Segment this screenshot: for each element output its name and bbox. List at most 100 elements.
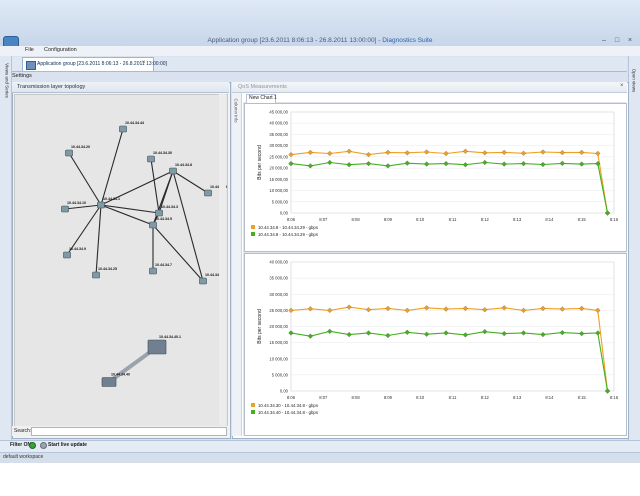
topology-node[interactable]: 10.44.34.10 [61, 201, 87, 213]
topology-node-label: 10.44.34.40.1 [159, 335, 181, 339]
chart-tab[interactable] [246, 94, 276, 103]
network-device-icon [119, 125, 127, 133]
data-point [346, 331, 352, 338]
topology-node[interactable]: 10.44.34.25 [92, 267, 118, 279]
document-tab-label: Application group [23.6.2011 8:06:13 - 2… [37, 61, 167, 67]
topology-canvas[interactable]: 10.44.34.20 10.44.34.10 10.44.34.1 10.44.34… [14, 94, 229, 427]
data-point [501, 305, 507, 311]
qos-close-icon[interactable]: × [620, 83, 624, 89]
data-point [424, 149, 430, 155]
topology-link [95, 204, 102, 276]
y-tick-label: 0,00 [280, 211, 289, 216]
y-tick-label: 15 000,00 [269, 340, 288, 345]
chart-2: 0,00 5 000,00 10 000,00 15 000,00 20 000,00 2… [244, 253, 627, 436]
topology-node[interactable]: 10.44.34.15 [199, 273, 225, 285]
data-point [579, 330, 585, 337]
series-line [290, 330, 609, 392]
filter-status-bar [0, 440, 640, 452]
data-point [307, 163, 313, 169]
data-point [404, 307, 410, 313]
topology-node[interactable]: 10.44.34.7 [149, 263, 173, 275]
network-device-icon [147, 155, 155, 163]
chart-1-plot[interactable]: 0,00 5 000,00 10 000,00 15 000,00 20 000,00 2… [245, 104, 626, 251]
topology-node[interactable]: 10.44.34.1 [97, 197, 121, 209]
topology-link [100, 170, 174, 206]
topology-node-label: 10.44.34.9 [69, 247, 86, 251]
data-point [604, 388, 611, 394]
topology-link [68, 152, 102, 206]
data-point [288, 152, 294, 158]
data-point [443, 306, 449, 312]
data-point [579, 305, 585, 312]
qos-side-strip [232, 93, 242, 436]
data-point [559, 150, 565, 156]
y-tick-label: 15 000,00 [269, 177, 288, 182]
minimize-icon[interactable]: – [602, 37, 606, 44]
workspace-label: default workspace [3, 454, 44, 460]
topology-node-label: 10.44.34.3 [161, 205, 178, 209]
topology-link [66, 204, 102, 256]
search-label: Search: [14, 428, 32, 434]
data-point [501, 330, 507, 337]
topology-node[interactable]: 10.44.34.5 [149, 217, 173, 229]
data-point [327, 328, 333, 334]
topology-node[interactable]: 10.44.34.20 [65, 145, 91, 157]
filter-status-icon[interactable] [29, 442, 36, 449]
document-tab[interactable] [22, 57, 154, 71]
topology-scrollbar[interactable] [219, 94, 226, 425]
data-point [288, 161, 294, 167]
network-device-icon [97, 201, 105, 209]
live-update-icon[interactable] [40, 442, 47, 449]
topology-node[interactable]: 10.44.34.40.1 [147, 335, 181, 355]
x-tick-label: 8:10 [416, 395, 425, 400]
topology-node[interactable]: 10.44.34.9 [63, 247, 87, 259]
topology-node-label: 10.44.34.30 [153, 151, 172, 155]
topology-graph[interactable]: 10.44.34.20 10.44.34.10 10.44.34.1 10.44.34… [15, 95, 229, 426]
close-window-icon[interactable]: × [627, 37, 633, 44]
maximize-icon[interactable]: □ [614, 37, 620, 44]
y-tick-label: 5 000,00 [272, 372, 289, 377]
topology-node[interactable]: 10.44.34.8 [169, 163, 193, 175]
search-input[interactable] [31, 427, 227, 436]
menu-configuration[interactable]: Configuration [44, 47, 77, 53]
left-dock-tab-views-and-series[interactable]: Views and Series [4, 63, 10, 98]
y-tick-label: 20 000,00 [269, 324, 288, 329]
topology-link [152, 224, 204, 282]
y-tick-label: 40 000,00 [269, 121, 288, 126]
qos-panel-title: QoS Measurements [238, 84, 287, 90]
data-point [404, 329, 410, 335]
topology-node[interactable]: 10.44.34.40 [101, 373, 130, 387]
x-tick-label: 8:14 [545, 217, 554, 222]
topology-link [150, 158, 160, 214]
x-tick-label: 8:08 [352, 395, 361, 400]
tab-close-icon[interactable]: × [142, 60, 146, 66]
topology-node[interactable]: 10.44.34.30 [147, 151, 173, 163]
chart-1: 0,00 5 000,00 10 000,00 15 000,00 20 000,00 2… [244, 103, 627, 252]
x-tick-label: 8:06 [287, 217, 296, 222]
topology-node-label: 10.44.34.15 [205, 273, 224, 277]
y-tick-label: 40 000,00 [269, 260, 288, 265]
data-point [540, 161, 546, 168]
menu-file[interactable]: File [25, 47, 34, 53]
x-tick-label: 8:15 [578, 217, 587, 222]
legend-swatch [251, 410, 255, 414]
data-point [288, 330, 294, 336]
data-point [595, 150, 601, 157]
legend-entry: 10.44.34.8 - 10.44.34.29 - gbps [258, 232, 318, 237]
topology-link [172, 170, 204, 282]
start-live-update-button[interactable]: Start live update [48, 442, 87, 448]
data-point [327, 159, 333, 166]
data-point [385, 332, 391, 339]
column-info-tab[interactable]: Column info [233, 98, 239, 123]
data-point [404, 150, 410, 156]
y-tick-label: 30 000,00 [269, 143, 288, 148]
right-dock-tab-open-views[interactable]: Open views [631, 68, 637, 93]
topology-node[interactable]: 10.44.34.44 [119, 121, 145, 133]
data-point [520, 330, 527, 336]
topology-node[interactable]: 10.44.34.3 [155, 205, 179, 217]
chart-2-plot[interactable]: 0,00 5 000,00 10 000,00 15 000,00 20 000,00 2… [245, 254, 626, 435]
x-tick-label: 8:09 [384, 395, 393, 400]
settings-menu[interactable]: Settings [12, 73, 32, 79]
y-tick-label: 10 000,00 [269, 188, 288, 193]
data-point [462, 162, 469, 168]
